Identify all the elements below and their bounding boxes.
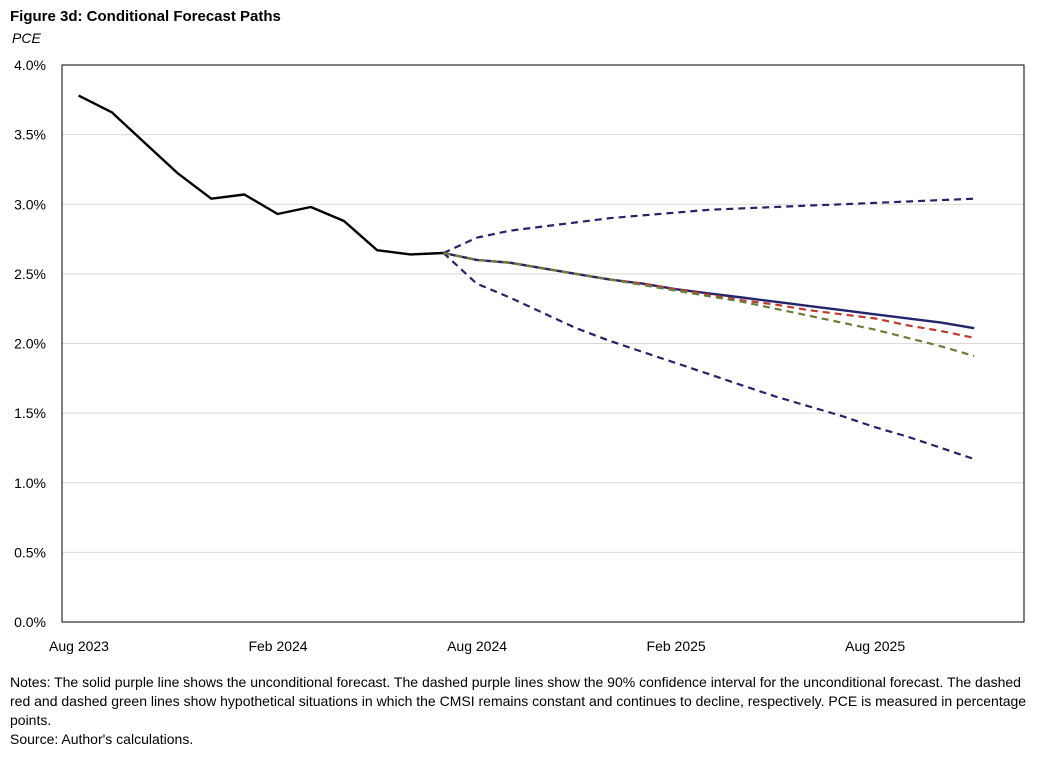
x-tick-label: Feb 2025 xyxy=(647,638,706,654)
chart-subtitle: PCE xyxy=(12,30,41,46)
line-chart: 0.0% 0.5% 1.0% 1.5% 2.0% 2.5% 3.0% 3.5% 4.0% Aug… xyxy=(14,57,1025,654)
y-tick-label: 2.0% xyxy=(14,336,46,352)
y-tick-label: 0.5% xyxy=(14,544,46,560)
series-line-cmsi-continues-to-decline xyxy=(443,251,975,358)
y-tick-label: 0.0% xyxy=(14,614,46,630)
y-tick-label: 4.0% xyxy=(14,57,46,73)
x-tick-label: Aug 2025 xyxy=(845,638,905,654)
y-tick-label: 1.5% xyxy=(14,405,46,421)
gridlines xyxy=(62,134,1024,553)
series-lines xyxy=(78,94,975,461)
series-line-upper-90-confidence-bound xyxy=(443,197,975,254)
source-text: Source: Author's calculations. xyxy=(10,731,194,747)
plot-area-frame xyxy=(61,64,1025,623)
x-axis-tick-labels: Aug 2023 Feb 2024 Aug 2024 Feb 2025 Aug 2025 xyxy=(49,638,905,654)
y-tick-label: 3.5% xyxy=(14,127,46,143)
y-tick-label: 2.5% xyxy=(14,266,46,282)
x-tick-label: Feb 2024 xyxy=(248,638,307,654)
x-tick-label: Aug 2023 xyxy=(49,638,109,654)
figure-notes: Notes: The solid purple line shows the u… xyxy=(10,673,1035,749)
y-tick-label: 1.0% xyxy=(14,475,46,491)
y-tick-label: 3.0% xyxy=(14,196,46,212)
series-line-unconditional-forecast xyxy=(443,251,975,330)
chart-title: Figure 3d: Conditional Forecast Paths xyxy=(10,8,281,25)
series-line-historical-pce xyxy=(78,94,444,256)
x-tick-label: Aug 2024 xyxy=(447,638,507,654)
y-axis-tick-labels: 0.0% 0.5% 1.0% 1.5% 2.0% 2.5% 3.0% 3.5% 4.0% xyxy=(14,57,46,630)
notes-text: Notes: The solid purple line shows the u… xyxy=(10,674,1027,728)
series-line-lower-90-confidence-bound xyxy=(442,252,975,461)
